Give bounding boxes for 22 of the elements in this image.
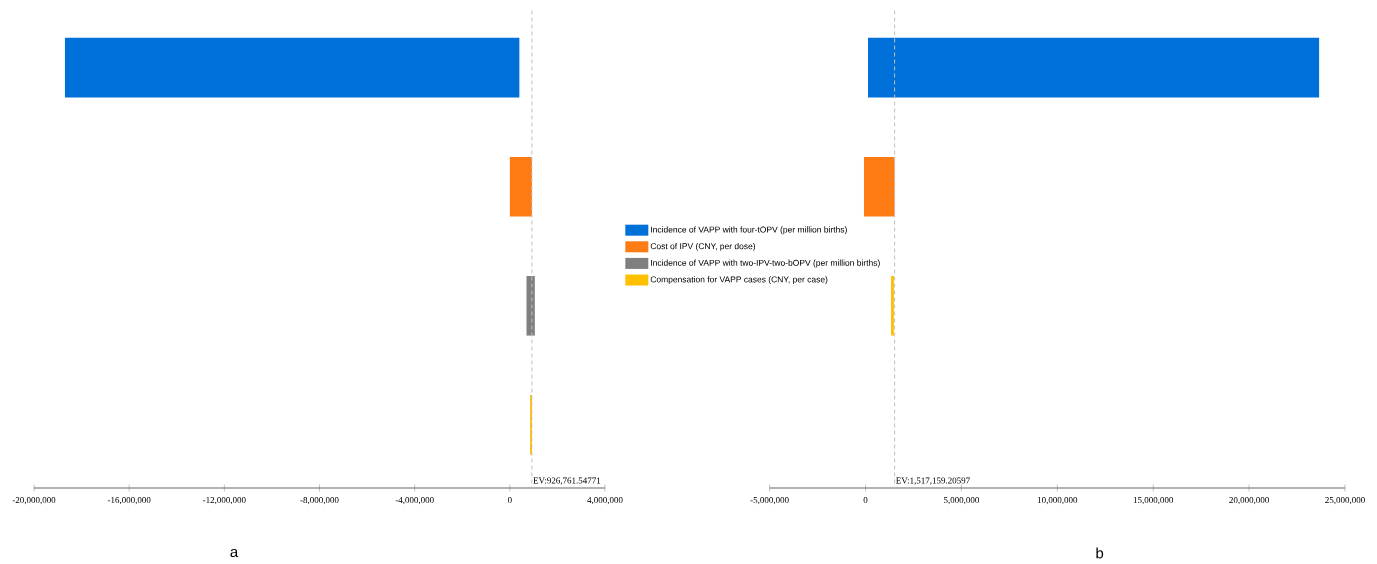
x-tick-label: -16,000,000: [107, 497, 151, 505]
x-tick-label: -8,000,000: [300, 497, 339, 505]
x-tick-label: -4,000,000: [395, 497, 434, 505]
x-tick-label: 4,000,000: [587, 497, 623, 505]
legend-label: Cost of IPV (CNY, per dose): [650, 242, 756, 251]
legend-label: Compensation for VAPP cases (CNY, per case): [650, 276, 828, 285]
x-tick-label: -5,000,000: [750, 497, 789, 505]
x-tick-label: -12,000,000: [203, 497, 246, 505]
text: a: [230, 548, 239, 558]
text: b: [1096, 547, 1104, 559]
x-tick-label: 0: [507, 497, 512, 504]
x-tick-label: 15,000,000: [1133, 497, 1174, 505]
x-tick-label: 10,000,000: [1037, 497, 1078, 505]
ref-line-label: EV:1,517,159.20597: [896, 477, 970, 485]
x-tick-label: 20,000,000: [1229, 497, 1269, 505]
x-tick-label: 25,000,000: [1325, 497, 1365, 505]
x-tick-label: 0: [863, 497, 868, 504]
x-tick-label: -20,000,000: [12, 497, 56, 505]
ref-line-label: EV:926,761.54771: [533, 477, 601, 485]
x-tick-label: 5,000,000: [943, 497, 979, 505]
legend-label: Incidence of VAPP with two-IPV-two-bOPV (per million births): [651, 259, 880, 268]
legend-label: Incidence of VAPP with four-tOPV (per million births): [651, 226, 847, 235]
